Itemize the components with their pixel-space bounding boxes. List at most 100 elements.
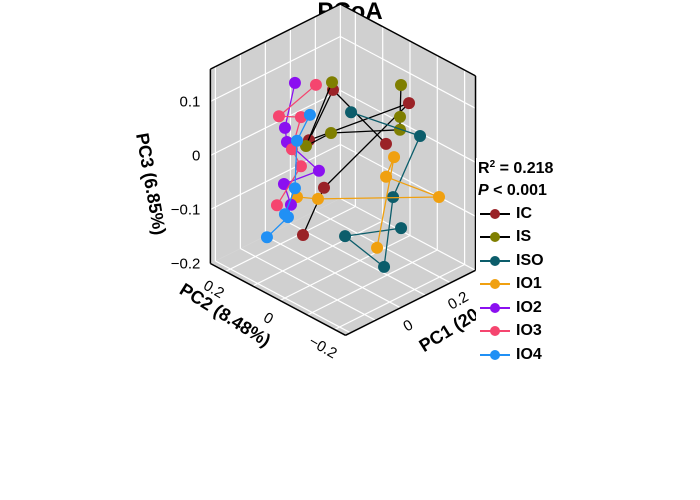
gridline-pc3: [340, 143, 476, 217]
legend-item-iso[interactable]: ISO: [476, 249, 586, 273]
legend-symbol: [480, 208, 510, 220]
data-point[interactable]: [394, 110, 406, 123]
legend-label: IO1: [516, 275, 542, 293]
legend-symbol: [480, 325, 510, 337]
data-point[interactable]: [318, 181, 330, 194]
gridline-pc3: [210, 143, 341, 211]
legend-item-io3[interactable]: IO3: [476, 320, 586, 344]
data-point[interactable]: [272, 110, 285, 123]
gridline-pc3: [210, 89, 341, 157]
legend-label: IO4: [516, 345, 542, 363]
gridline-pc2: [307, 249, 438, 316]
data-point[interactable]: [300, 140, 312, 153]
data-point[interactable]: [395, 222, 408, 235]
tick-label-pc3: −0.2: [171, 256, 201, 273]
data-point[interactable]: [325, 126, 337, 139]
series-is: [300, 76, 407, 153]
data-point[interactable]: [260, 231, 273, 244]
gridline-pc1: [290, 222, 426, 296]
data-point[interactable]: [345, 106, 358, 119]
gridline-pc1: [340, 197, 476, 271]
series-io2: [277, 76, 325, 211]
gridline-pc2: [279, 234, 411, 302]
tick-label-pc3: 0.1: [180, 94, 201, 111]
box-edge-top: [340, 3, 476, 77]
back-right-wall: [340, 4, 476, 271]
tick-label-pc2: 0: [260, 309, 276, 328]
legend-item-io1[interactable]: IO1: [476, 273, 586, 297]
data-point[interactable]: [339, 230, 352, 243]
gridline-pc1: [240, 247, 376, 321]
data-point[interactable]: [312, 192, 324, 205]
data-point[interactable]: [278, 121, 291, 134]
legend-item-is[interactable]: IS: [476, 226, 586, 250]
data-point[interactable]: [371, 241, 384, 254]
axis-line-pc2: [210, 262, 346, 336]
data-point[interactable]: [294, 111, 307, 124]
tick-label-pc3: −0.1: [171, 202, 201, 219]
gridline-pc3: [210, 35, 341, 103]
p-label: P: [478, 182, 489, 199]
p-value: < 0.001: [488, 182, 547, 199]
r-squared-stat: R2 = 0.218: [476, 158, 586, 180]
r2-superscript: 2: [489, 159, 496, 170]
legend-symbol: [480, 231, 510, 243]
data-point[interactable]: [297, 229, 309, 241]
data-point[interactable]: [380, 137, 392, 150]
gridline-pc2: [334, 263, 465, 331]
legend-symbol: [480, 255, 510, 267]
tick-label-pc3: 0: [192, 148, 200, 165]
legend-label: IC: [516, 204, 532, 222]
data-point[interactable]: [290, 134, 303, 147]
data-point[interactable]: [433, 190, 446, 203]
series-line: [343, 111, 421, 269]
gridline-pc3: [340, 89, 476, 163]
data-point[interactable]: [326, 76, 338, 89]
legend-label: ISO: [516, 251, 544, 269]
gridline-pc2: [225, 205, 356, 273]
gridline-pc1: [215, 260, 351, 334]
gridline-pc2: [252, 220, 383, 287]
data-point[interactable]: [414, 130, 427, 143]
data-point[interactable]: [294, 160, 307, 173]
data-point[interactable]: [312, 164, 325, 177]
tick-label-pc2: −0.2: [306, 333, 340, 363]
r2-label: R: [478, 160, 490, 177]
legend: R2 = 0.218 P < 0.001 IC IS ISO IO1 IO2 I…: [476, 158, 586, 370]
data-point[interactable]: [288, 76, 301, 89]
legend-item-ic[interactable]: IC: [476, 202, 586, 226]
legend-label: IO2: [516, 298, 542, 316]
series-io1: [291, 151, 446, 254]
data-point[interactable]: [395, 79, 407, 92]
legend-label: IO3: [516, 322, 542, 340]
series-line: [276, 84, 317, 206]
legend-item-io4[interactable]: IO4: [476, 343, 586, 367]
data-point[interactable]: [288, 182, 301, 195]
axis-title-pc3: PC3 (6.85%): [132, 131, 170, 236]
axis-title-pc1: PC1 (20: [416, 304, 483, 356]
data-point[interactable]: [378, 260, 391, 273]
p-value-stat: P < 0.001: [476, 180, 586, 202]
legend-symbol: [480, 349, 510, 361]
gridline-pc3: [340, 35, 476, 109]
legend-label: IS: [516, 228, 532, 246]
data-point[interactable]: [303, 108, 316, 121]
gridline-pc1: [265, 235, 401, 309]
legend-symbol: [480, 302, 510, 314]
data-point[interactable]: [270, 199, 283, 212]
series-io4: [260, 108, 316, 244]
data-point[interactable]: [309, 78, 322, 91]
data-point[interactable]: [403, 97, 415, 110]
data-point[interactable]: [277, 177, 290, 190]
floor-plane: [210, 198, 476, 336]
tick-label-pc1: 0: [400, 316, 416, 335]
r2-value: = 0.218: [495, 160, 554, 177]
data-point[interactable]: [380, 170, 393, 183]
data-point[interactable]: [281, 211, 294, 224]
axis-line-pc1: [345, 269, 476, 336]
data-point[interactable]: [388, 151, 401, 164]
back-left-wall: [210, 4, 341, 264]
box-edge-top: [210, 3, 341, 70]
legend-item-io2[interactable]: IO2: [476, 296, 586, 320]
